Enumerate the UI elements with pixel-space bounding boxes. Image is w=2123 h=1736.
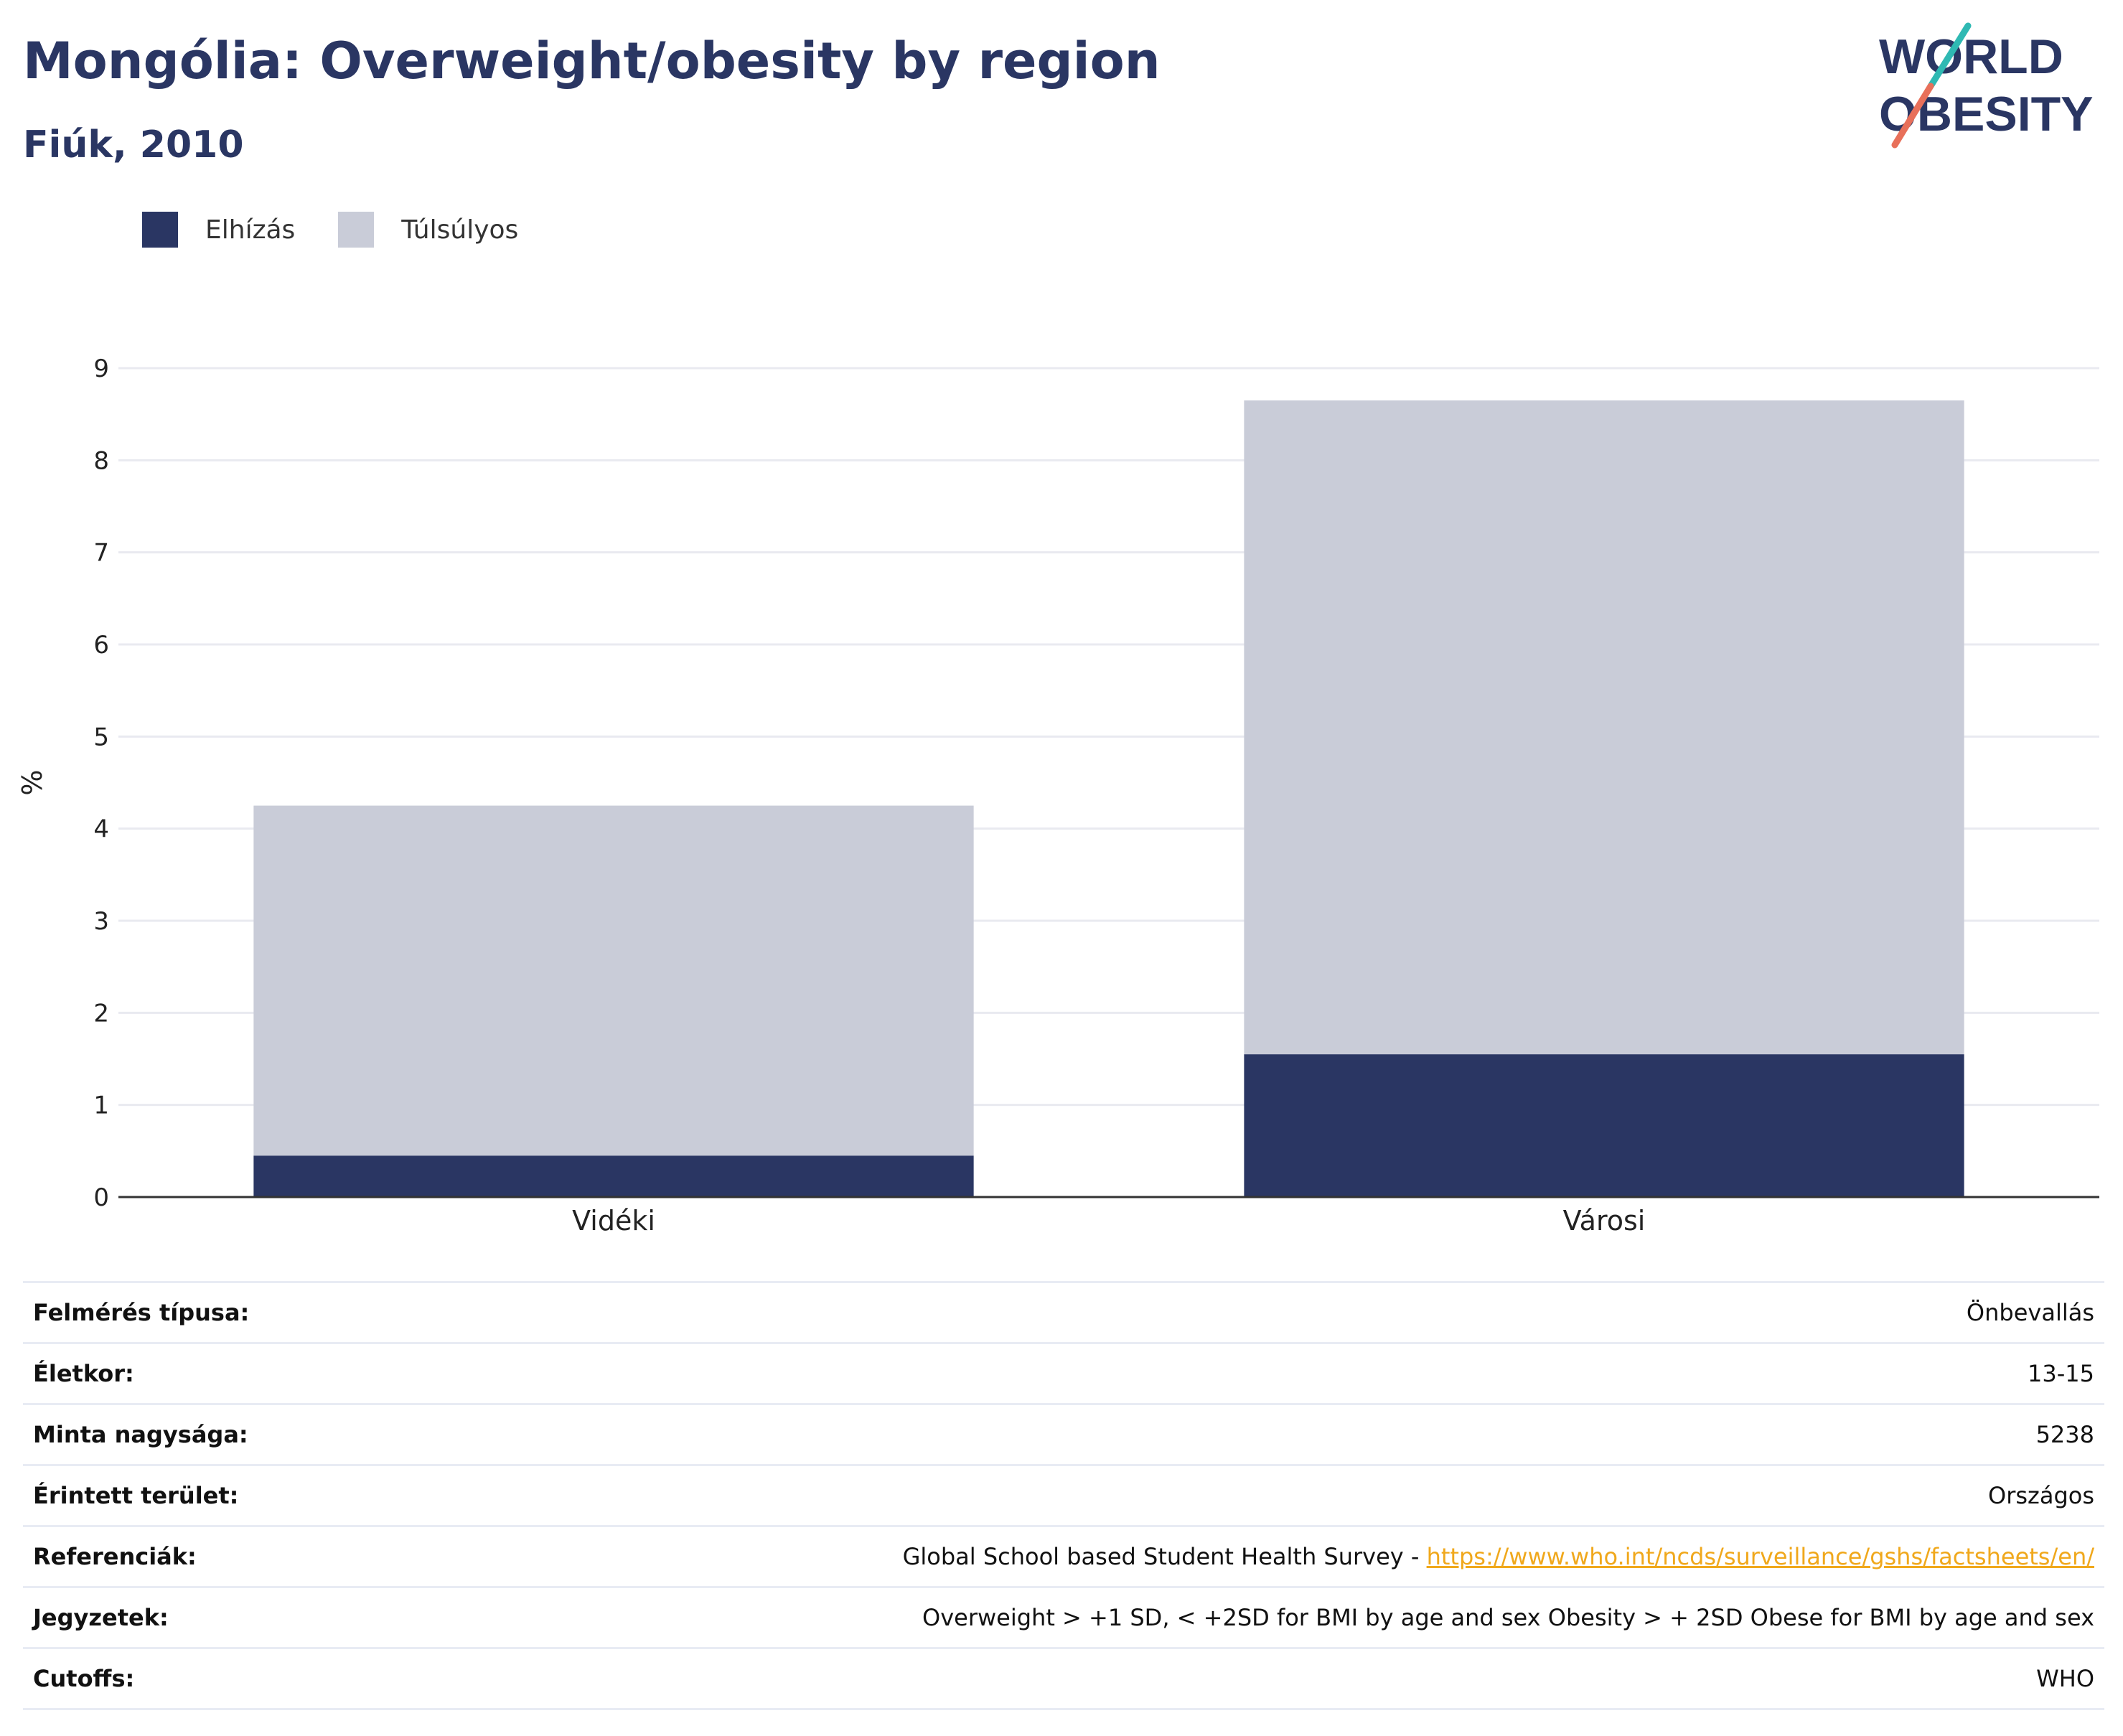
bar-segment — [253, 1155, 974, 1197]
survey-info-table: Felmérés típusa: Önbevallás Életkor: 13-… — [23, 1281, 2104, 1710]
info-value: WHO — [362, 1648, 2104, 1710]
bar-segment — [253, 805, 974, 1156]
stacked-bar-chart: 0 1 2 3 4 5 6 7 8 9 Vidéki Városi% — [17, 355, 2099, 1237]
x-tick-label: Városi — [1563, 1205, 1646, 1237]
info-key: Referenciák: — [23, 1526, 363, 1588]
info-key: Felmérés típusa: — [23, 1281, 363, 1344]
info-key: Életkor: — [23, 1343, 363, 1405]
legend-label-tulsulyos: Túlsúlyos — [401, 215, 519, 245]
info-row: Minta nagysága: 5238 — [23, 1404, 2104, 1466]
legend-item-elhizas[interactable]: Elhízás — [142, 212, 295, 248]
info-key: Minta nagysága: — [23, 1404, 363, 1466]
page-title: Mongólia: Overweight/obesity by region — [23, 32, 1161, 90]
info-key: Érintett terület: — [23, 1465, 363, 1527]
info-row: Felmérés típusa: Önbevallás — [23, 1281, 2104, 1344]
y-tick-label: 7 — [93, 539, 109, 568]
logo-line1: WORLD — [1879, 29, 2063, 84]
legend-swatch-elhizas — [142, 212, 178, 248]
x-tick-label: Vidéki — [572, 1205, 655, 1237]
legend-swatch-tulsulyos — [338, 212, 375, 248]
info-row: Cutoffs: WHO — [23, 1648, 2104, 1710]
bar-segment — [1244, 1054, 1964, 1197]
y-tick-label: 6 — [93, 631, 109, 660]
info-row: Jegyzetek: Overweight > +1 SD, < +2SD fo… — [23, 1587, 2104, 1649]
y-tick-label: 9 — [93, 355, 109, 383]
info-row: Érintett terület: Országos — [23, 1465, 2104, 1527]
info-row: Életkor: 13-15 — [23, 1343, 2104, 1405]
legend-label-elhizas: Elhízás — [205, 215, 296, 245]
y-tick-label: 3 — [93, 907, 109, 936]
info-value: Önbevallás — [362, 1281, 2104, 1344]
bar-segment — [1244, 400, 1964, 1055]
chart-legend: Elhízás Túlsúlyos — [142, 212, 561, 248]
y-tick-label: 8 — [93, 446, 109, 475]
world-obesity-logo: WORLD OBESITY — [1879, 22, 2094, 149]
y-tick-label: 4 — [93, 815, 109, 844]
y-axis-label: % — [17, 769, 48, 795]
reference-text: Global School based Student Health Surve… — [902, 1543, 1427, 1570]
info-key: Jegyzetek: — [23, 1587, 363, 1649]
info-value: Országos — [362, 1465, 2104, 1527]
page-subtitle: Fiúk, 2010 — [23, 123, 244, 166]
info-row: Referenciák: Global School based Student… — [23, 1526, 2104, 1588]
info-value: Overweight > +1 SD, < +2SD for BMI by ag… — [362, 1587, 2104, 1649]
legend-item-tulsulyos[interactable]: Túlsúlyos — [338, 212, 518, 248]
info-value-reference: Global School based Student Health Surve… — [362, 1526, 2104, 1588]
info-value: 13-15 — [362, 1343, 2104, 1405]
info-key: Cutoffs: — [23, 1648, 363, 1710]
y-tick-label: 0 — [93, 1183, 109, 1212]
reference-link[interactable]: https://www.who.int/ncds/surveillance/gs… — [1426, 1543, 2094, 1570]
y-tick-label: 2 — [93, 999, 109, 1028]
info-value: 5238 — [362, 1404, 2104, 1466]
y-tick-label: 5 — [93, 723, 109, 751]
y-tick-label: 1 — [93, 1092, 109, 1120]
